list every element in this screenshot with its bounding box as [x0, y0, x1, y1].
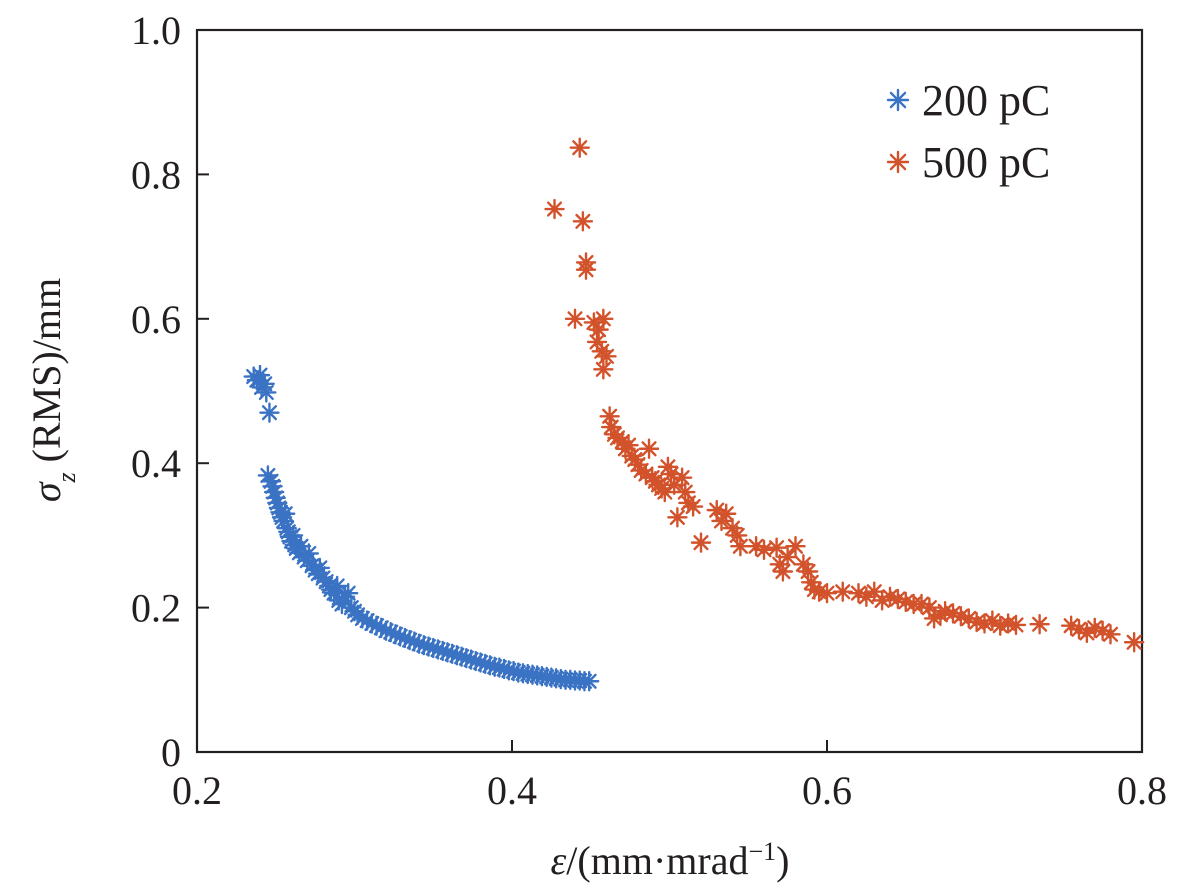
data-point	[575, 259, 597, 280]
series-1	[544, 137, 1145, 653]
data-point	[1005, 614, 1027, 636]
data-point	[593, 308, 614, 329]
series-0	[243, 364, 600, 692]
data-point	[298, 543, 320, 564]
data-point	[667, 507, 688, 528]
legend-marker	[886, 150, 910, 174]
data-point	[338, 582, 359, 604]
y-tick-label: 0.4	[131, 441, 181, 486]
data-point	[1029, 614, 1050, 635]
data-point	[832, 581, 853, 602]
data-point	[572, 211, 594, 232]
data-point	[544, 198, 565, 220]
data-point	[1123, 632, 1145, 653]
data-point	[887, 588, 909, 610]
data-point	[1100, 624, 1121, 645]
data-point	[730, 536, 751, 557]
data-point	[275, 503, 296, 524]
data-point	[638, 438, 660, 459]
data-point	[596, 346, 617, 367]
legend-label: 200 pC	[922, 76, 1050, 125]
data-point	[753, 539, 775, 561]
data-point	[256, 382, 277, 403]
x-tick-label: 0.4	[487, 768, 537, 813]
data-point	[593, 359, 614, 380]
data-point	[772, 561, 794, 582]
data-point	[564, 308, 586, 329]
data-point	[785, 536, 806, 557]
y-tick-label: 0	[161, 730, 181, 775]
data-point	[599, 406, 620, 427]
data-point	[654, 481, 675, 503]
data-point	[777, 546, 798, 568]
data-point	[326, 575, 348, 597]
y-axis-title: σz (RMS)/mm	[24, 278, 81, 502]
y-tick-label: 0.8	[131, 152, 181, 197]
x-tick-label: 0.8	[1117, 768, 1167, 813]
y-tick-label: 0.2	[131, 586, 181, 631]
legend-label: 500 pC	[922, 138, 1050, 187]
data-point	[722, 517, 743, 539]
data-point	[682, 496, 704, 517]
x-axis-title: ε/(mm·mrad−1)	[551, 837, 790, 884]
x-tick-label: 0.6	[802, 768, 852, 813]
legend-marker	[886, 88, 910, 112]
data-point	[657, 456, 679, 478]
data-point	[816, 582, 838, 604]
data-point	[766, 537, 787, 558]
data-point	[259, 402, 280, 423]
data-point	[578, 671, 600, 692]
y-tick-label: 1.0	[131, 8, 181, 53]
data-point	[716, 503, 737, 524]
plot-frame	[195, 28, 1144, 754]
x-tick-label: 0.2	[172, 768, 222, 813]
data-point	[671, 467, 693, 488]
data-point	[569, 137, 590, 158]
y-tick-label: 0.6	[131, 297, 181, 342]
data-point	[690, 532, 712, 553]
